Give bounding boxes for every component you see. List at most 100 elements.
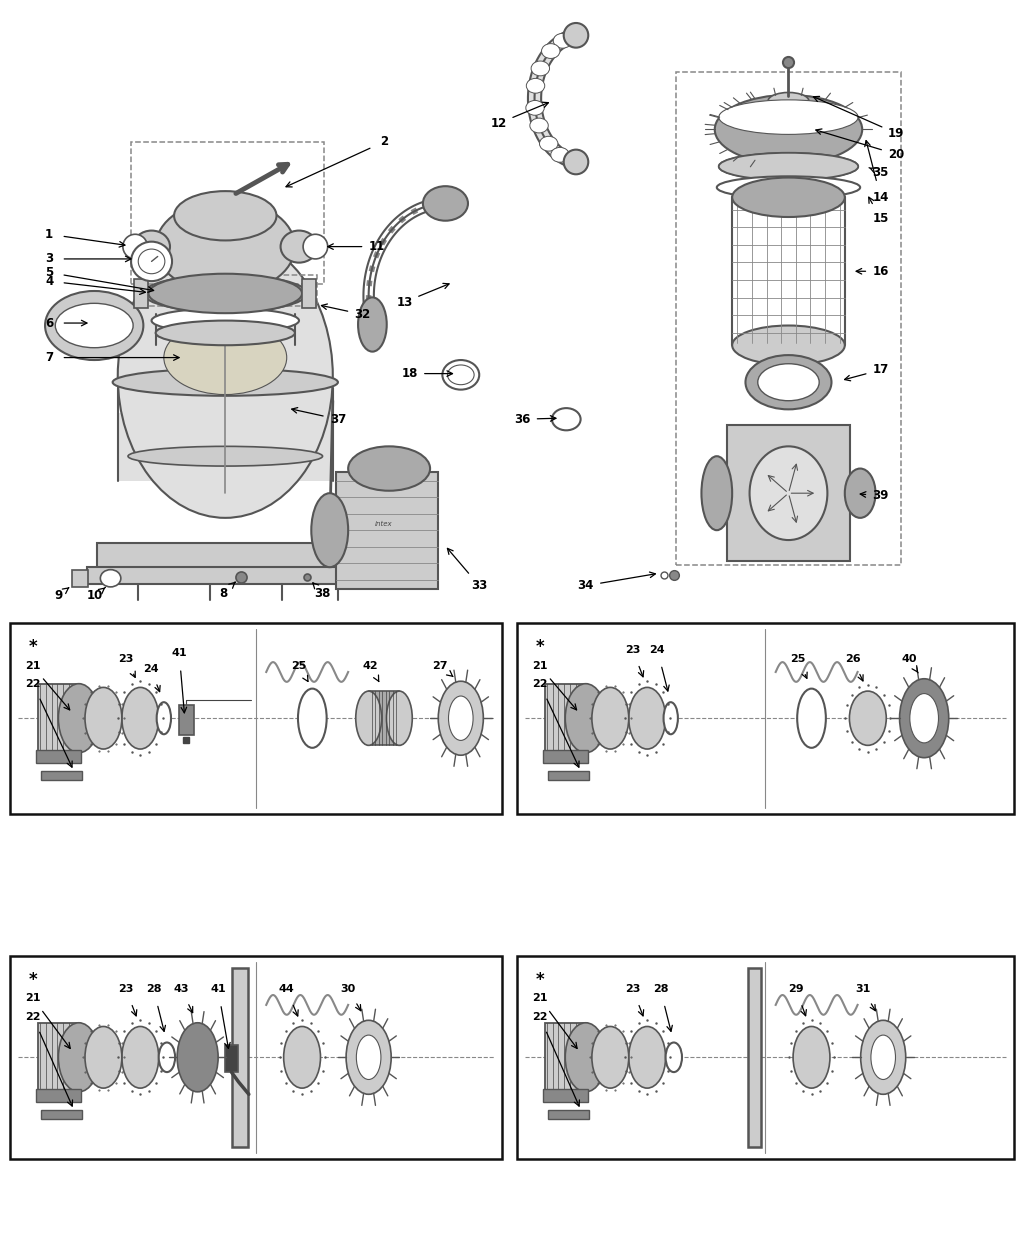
Ellipse shape: [159, 1042, 175, 1071]
Ellipse shape: [592, 1026, 629, 1088]
Bar: [548, 1110, 589, 1120]
Ellipse shape: [552, 408, 581, 430]
Ellipse shape: [531, 62, 550, 76]
Bar: [336, 472, 438, 589]
Text: 23: 23: [118, 653, 134, 665]
Ellipse shape: [177, 1023, 218, 1092]
Ellipse shape: [358, 297, 387, 351]
Text: 20: 20: [888, 148, 904, 160]
Ellipse shape: [899, 678, 949, 757]
Text: 6: 6: [45, 317, 53, 329]
Text: 3: 3: [45, 253, 53, 265]
Text: 40: 40: [901, 653, 916, 665]
Ellipse shape: [719, 153, 858, 180]
Text: 9: 9: [54, 589, 62, 602]
Bar: [369, 690, 399, 745]
Text: 22: 22: [25, 678, 41, 689]
Ellipse shape: [164, 321, 287, 395]
Bar: [545, 1023, 586, 1092]
Ellipse shape: [85, 1026, 122, 1088]
Text: *: *: [536, 972, 544, 989]
Text: 42: 42: [362, 661, 379, 672]
Ellipse shape: [156, 200, 295, 293]
Ellipse shape: [529, 118, 548, 133]
Text: *: *: [29, 972, 37, 989]
Ellipse shape: [563, 149, 588, 174]
Ellipse shape: [629, 1026, 666, 1088]
Text: 23: 23: [118, 984, 134, 995]
Bar: [38, 683, 79, 752]
Ellipse shape: [122, 687, 159, 748]
Bar: [543, 750, 588, 762]
Bar: [72, 570, 88, 587]
Ellipse shape: [348, 446, 430, 491]
Ellipse shape: [565, 683, 606, 752]
Text: 10: 10: [87, 589, 103, 602]
Text: 7: 7: [45, 351, 53, 364]
Bar: [548, 772, 589, 779]
Text: 34: 34: [578, 580, 594, 592]
Bar: [748, 968, 762, 1147]
Ellipse shape: [745, 355, 831, 409]
Ellipse shape: [148, 274, 302, 313]
Ellipse shape: [701, 456, 732, 530]
Ellipse shape: [715, 95, 862, 164]
Text: *: *: [536, 639, 544, 656]
Text: 23: 23: [625, 645, 641, 656]
Text: 26: 26: [845, 653, 860, 665]
Text: 28: 28: [652, 984, 669, 995]
Ellipse shape: [565, 1023, 606, 1092]
Ellipse shape: [542, 43, 560, 58]
Text: 13: 13: [396, 296, 413, 308]
Text: *: *: [29, 639, 37, 656]
Ellipse shape: [303, 234, 328, 259]
Bar: [225, 1046, 238, 1071]
Bar: [10, 623, 502, 814]
Ellipse shape: [386, 690, 413, 745]
Bar: [545, 683, 586, 752]
Ellipse shape: [118, 234, 333, 518]
Text: 28: 28: [145, 984, 162, 995]
Ellipse shape: [566, 28, 585, 43]
Bar: [10, 956, 502, 1159]
Text: 21: 21: [25, 993, 41, 1004]
Ellipse shape: [794, 1026, 830, 1088]
Bar: [232, 968, 248, 1147]
Bar: [87, 567, 364, 584]
Ellipse shape: [798, 688, 826, 747]
Text: 25: 25: [791, 653, 806, 665]
Bar: [134, 279, 148, 308]
Ellipse shape: [719, 153, 858, 180]
Ellipse shape: [768, 92, 809, 110]
Text: 21: 21: [531, 993, 548, 1004]
Bar: [41, 772, 82, 779]
Ellipse shape: [758, 364, 819, 401]
Text: 17: 17: [872, 364, 889, 376]
Text: 27: 27: [432, 661, 449, 672]
Text: 30: 30: [341, 984, 355, 995]
Ellipse shape: [566, 154, 585, 169]
Ellipse shape: [356, 1034, 381, 1080]
Ellipse shape: [732, 326, 845, 365]
Text: 21: 21: [531, 661, 548, 672]
Ellipse shape: [449, 695, 473, 740]
Ellipse shape: [58, 683, 99, 752]
Ellipse shape: [870, 1034, 895, 1080]
Bar: [179, 704, 194, 735]
Bar: [118, 413, 333, 481]
Text: 15: 15: [872, 212, 889, 224]
Ellipse shape: [58, 1023, 99, 1092]
Text: 24: 24: [142, 663, 159, 674]
Ellipse shape: [732, 178, 845, 217]
Text: 35: 35: [872, 166, 889, 179]
Text: 23: 23: [625, 984, 641, 995]
Ellipse shape: [719, 100, 858, 134]
Text: 5: 5: [45, 266, 53, 279]
Ellipse shape: [113, 369, 338, 396]
Text: 24: 24: [649, 645, 666, 656]
Ellipse shape: [551, 148, 569, 163]
Bar: [517, 956, 1014, 1159]
Ellipse shape: [355, 690, 382, 745]
Text: 33: 33: [471, 580, 487, 592]
Ellipse shape: [664, 702, 678, 734]
